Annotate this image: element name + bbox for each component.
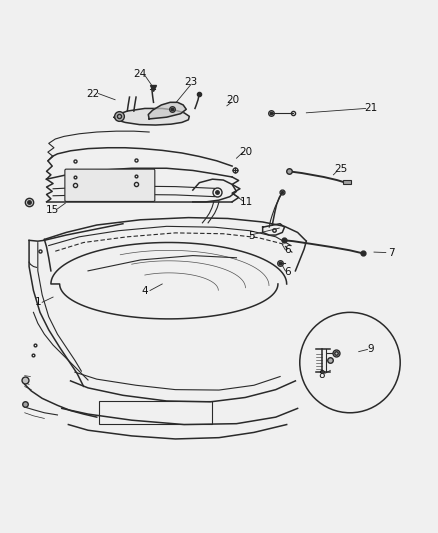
Text: 15: 15	[46, 205, 59, 215]
FancyBboxPatch shape	[65, 169, 155, 201]
Text: 22: 22	[86, 88, 99, 99]
Text: 5: 5	[248, 231, 255, 241]
Circle shape	[300, 312, 400, 413]
Text: 1: 1	[35, 297, 41, 308]
Text: 24: 24	[133, 69, 146, 78]
Polygon shape	[148, 102, 186, 119]
Bar	[99, 401, 212, 424]
Text: 23: 23	[184, 77, 197, 87]
Text: 20: 20	[240, 147, 253, 157]
Text: 11: 11	[240, 197, 253, 207]
Text: 4: 4	[141, 286, 148, 295]
Text: 7: 7	[389, 247, 395, 257]
Text: 20: 20	[226, 95, 240, 104]
Text: 8: 8	[318, 370, 325, 380]
Text: 6: 6	[285, 266, 291, 277]
Text: 6: 6	[285, 245, 291, 255]
Bar	[343, 180, 351, 184]
Text: 25: 25	[334, 164, 347, 174]
Text: 21: 21	[364, 103, 378, 114]
Polygon shape	[114, 108, 189, 125]
Text: 9: 9	[367, 344, 374, 354]
